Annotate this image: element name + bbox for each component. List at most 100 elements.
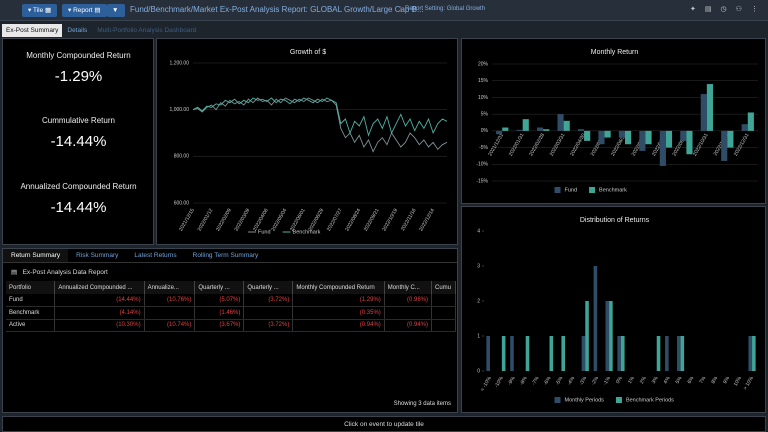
legend-label: Fund [258, 229, 271, 235]
y-tick-label: 0 [477, 368, 480, 374]
column-header: Annualized Compounded ... [54, 281, 145, 294]
table-tab[interactable]: Risk Summary [76, 252, 119, 259]
bar [604, 130, 611, 138]
y-tick-label: 10% [478, 95, 489, 101]
table-tab[interactable]: Rolling Term Summary [192, 252, 259, 259]
table-wrap: Portfolio Annualized Compounded ... Annual… [6, 281, 456, 332]
bar [525, 336, 530, 371]
report-title: Fund/Benchmark/Market Ex-Post Analysis R… [130, 5, 424, 14]
tab[interactable]: Ex-Post Summary [2, 24, 63, 37]
x-tick-label: -4% [567, 375, 577, 386]
bar [639, 130, 646, 151]
x-tick-label: 2022/02/09 [215, 207, 233, 232]
table-cell: (3.72%) [243, 294, 294, 307]
distribution-chart: Distribution of Returns 0 1 2 3 4 < -10% -10% -9… [461, 206, 766, 413]
y-tick-label: 2 [477, 298, 480, 304]
y-tick-label: 5% [481, 111, 489, 117]
x-tick-label: 2021/12/31 [487, 132, 505, 157]
table-cell: (4.14%) [54, 306, 145, 320]
table-cell: Active [6, 319, 56, 332]
table-tab[interactable]: Return Summary [3, 249, 69, 262]
x-tick-label: 10% [733, 375, 743, 387]
table-tab[interactable]: Latest Returns [134, 252, 177, 259]
x-tick-label: 5% [675, 375, 684, 385]
bar [659, 130, 666, 166]
bar [625, 130, 632, 145]
kpi-label: Cummulative Return [42, 116, 115, 125]
table-cell: (0.94%) [384, 319, 433, 332]
kpi-value: -1.29% [54, 68, 103, 85]
bar [741, 124, 748, 131]
monthly-return-chart: Monthly Return -15% -10% -5% 0% 5% 10% 15% 20% 20… [461, 38, 766, 204]
chart-title: Distribution of Returns [580, 217, 650, 224]
bar [665, 336, 669, 371]
legend-label: Benchmark [293, 229, 321, 235]
x-tick-label: > 10% [743, 375, 756, 391]
bar [557, 114, 564, 131]
button-label: Report [73, 7, 93, 14]
table-cell [431, 319, 456, 332]
table-row: Benchmark (4.14%) (1.46%) (0.35%) [6, 306, 456, 320]
button-label: Tile [32, 7, 44, 14]
table-panel: Return Summary Risk Summary Latest Returns… [2, 248, 458, 413]
bar [516, 129, 523, 131]
legend-label: Fund [565, 187, 578, 193]
table-cell [243, 306, 294, 320]
bar [563, 120, 570, 131]
y-tick-label: 800.00 [174, 154, 190, 160]
table-title: ▤ Ex-Post Analysis Data Report [11, 269, 108, 276]
y-tick-label: 1,200.00 [170, 60, 190, 66]
toolbar: ▾ Tile ▦ ▾ Report ▤ ▼ Fund/Benchmark/Mar… [0, 0, 768, 21]
tab[interactable]: Details [67, 27, 88, 34]
x-tick-label: 2022/03/31 [549, 132, 567, 157]
x-tick-label: -5% [555, 375, 565, 386]
y-tick-label: 600.00 [174, 200, 190, 206]
filter-button[interactable]: ▼ [107, 4, 125, 17]
bar [706, 84, 713, 131]
legend-label: Benchmark [599, 187, 627, 193]
x-tick-label: 2022/12/14 [418, 207, 436, 232]
tab-bar: Ex-Post Summary Details Multi-Portfolio An… [2, 24, 201, 37]
bar [609, 301, 613, 371]
tab[interactable]: Multi-Portfolio Analysis Dashboard [97, 27, 197, 34]
column-header: Monthly C... [384, 281, 433, 294]
table-cell: (10.30%) [54, 319, 145, 332]
table-cell: (5.07%) [194, 294, 245, 307]
x-tick-label: 2022/03/09 [234, 207, 252, 232]
x-tick-label: 2022/12/31 [733, 132, 751, 157]
x-tick-label: -6% [543, 375, 553, 386]
x-tick-label: 2022/05/04 [271, 207, 289, 232]
bar [561, 336, 566, 371]
column-header: Quarterly ... [243, 281, 294, 294]
x-tick-label: -1% [602, 375, 612, 386]
report-button[interactable]: ▾ Report ▤ [62, 4, 107, 17]
table-cell: (14.44%) [54, 294, 145, 307]
column-header: Cumu [431, 281, 456, 294]
bar [748, 336, 753, 371]
bar [680, 336, 685, 371]
report-setting[interactable]: Report Setting: Global Growth [400, 6, 485, 12]
x-tick-label: 2021/12/15 [178, 207, 196, 232]
bar [617, 336, 621, 371]
table-cell: (0.94%) [292, 319, 385, 332]
series-line [192, 97, 448, 153]
y-tick-label: 4 [477, 228, 480, 234]
bar [502, 127, 509, 131]
x-tick-label: 6% [687, 375, 696, 385]
y-tick-label: -15% [476, 178, 488, 184]
x-tick-label: 4% [663, 375, 672, 385]
bar [727, 130, 734, 148]
bar [577, 129, 585, 131]
bar [584, 130, 591, 141]
title-text: Ex-Post Analysis Data Report [22, 269, 108, 276]
toolbar-icons[interactable]: ✦▤◷⚇⋮ [690, 6, 767, 13]
bar [581, 336, 586, 371]
table-cell: Fund [6, 294, 56, 307]
x-tick-label: 0% [615, 375, 624, 385]
x-tick-label: 1% [627, 375, 636, 385]
table-cell [431, 294, 456, 307]
bar [543, 129, 550, 131]
column-header: Portfolio [6, 281, 56, 294]
tile-button[interactable]: ▾ Tile ▦ [22, 4, 58, 17]
x-tick-label: 2022/11/16 [400, 207, 418, 232]
